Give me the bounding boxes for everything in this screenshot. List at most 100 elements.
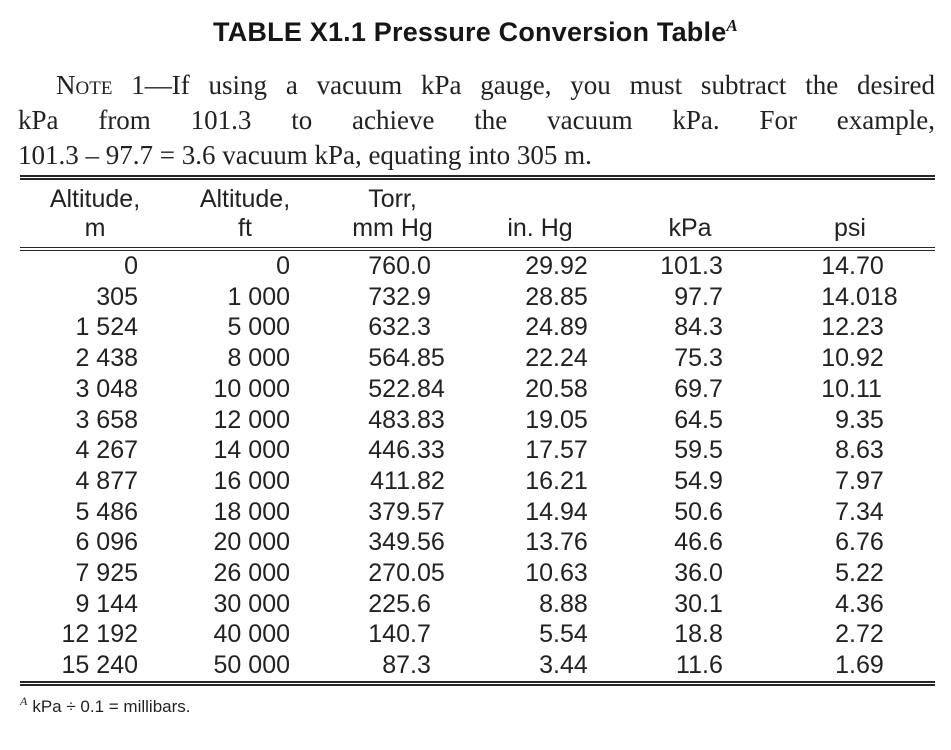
cell-integer-part: 4 <box>835 589 849 618</box>
footnote-text: kPa ÷ 0.1 = millibars. <box>32 696 191 716</box>
cell-integer-part: 13 <box>525 528 553 557</box>
cell-integer-part: 26 000 <box>213 559 290 588</box>
cell-fraction-part: .76 <box>553 528 588 557</box>
cell-kpa: 69.7 <box>615 374 765 405</box>
cell-integer-part: 10 <box>821 344 849 373</box>
cell-fraction-part: .5 <box>702 405 723 434</box>
cell-altitude-ft: 12 000 <box>170 405 320 436</box>
cell-integer-part: 15 240 <box>61 651 138 680</box>
table-row: 2 438 8 000 564.85 22.24 75.3 10.92 <box>20 343 935 374</box>
cell-integer-part: 2 438 <box>75 344 138 373</box>
cell-altitude-ft: 0 <box>170 249 320 282</box>
cell-integer-part: 760 <box>368 252 410 280</box>
cell-integer-part: 16 000 <box>213 466 290 495</box>
cell-torr: 225.6 <box>320 589 465 620</box>
cell-fraction-part: .23 <box>849 313 884 342</box>
cell-integer-part: 9 <box>835 405 849 434</box>
cell-torr: 140.7 <box>320 619 465 650</box>
cell-integer-part: 14 <box>821 282 849 311</box>
cell-fraction-part: .6 <box>410 589 431 618</box>
cell-in-hg: 29.92 <box>465 249 615 282</box>
cell-in-hg: 24.89 <box>465 312 615 343</box>
cell-fraction-part: .57 <box>410 497 445 526</box>
cell-integer-part: 1 524 <box>75 313 138 342</box>
header-line: kPa <box>668 214 712 242</box>
table-header-row: Altitude, m Altitude, ft Torr, mm Hg in.… <box>20 177 935 251</box>
cell-kpa: 84.3 <box>615 312 765 343</box>
cell-integer-part: 12 <box>821 313 849 342</box>
cell-altitude-ft: 16 000 <box>170 466 320 497</box>
table-row: 305 1 000 732.9 28.85 97.7 14.018 <box>20 282 935 313</box>
cell-fraction-part: .83 <box>410 405 445 434</box>
cell-fraction-part: .35 <box>849 405 884 434</box>
cell-integer-part: 6 096 <box>75 528 138 557</box>
cell-integer-part: 75 <box>674 344 702 373</box>
cell-fraction-part: .11 <box>849 374 882 403</box>
cell-integer-part: 9 144 <box>75 589 138 618</box>
cell-integer-part: 19 <box>525 405 553 434</box>
cell-integer-part: 50 000 <box>213 651 290 680</box>
cell-in-hg: 17.57 <box>465 435 615 466</box>
cell-fraction-part: .6 <box>702 497 723 526</box>
cell-fraction-part: .69 <box>849 651 884 680</box>
cell-integer-part: 54 <box>674 466 702 495</box>
cell-fraction-part: .3 <box>410 313 431 342</box>
cell-fraction-part: .7 <box>410 620 431 649</box>
cell-integer-part: 305 <box>96 282 138 311</box>
cell-integer-part: 0 <box>124 252 138 280</box>
cell-altitude-m: 9 144 <box>20 589 170 620</box>
cell-integer-part: 5 000 <box>227 313 290 342</box>
cell-torr: 760.0 <box>320 249 465 282</box>
cell-torr: 732.9 <box>320 282 465 313</box>
cell-integer-part: 7 925 <box>75 559 138 588</box>
table-title-text: TABLE X1.1 Pressure Conversion Table <box>213 17 727 47</box>
cell-integer-part: 12 000 <box>213 405 290 434</box>
cell-psi: 14.018 <box>765 282 935 313</box>
cell-altitude-m: 5 486 <box>20 497 170 528</box>
cell-integer-part: 483 <box>368 405 410 434</box>
cell-integer-part: 5 486 <box>75 497 138 526</box>
cell-altitude-m: 1 524 <box>20 312 170 343</box>
cell-fraction-part: .9 <box>410 282 431 311</box>
cell-fraction-part: .05 <box>553 405 588 434</box>
cell-in-hg: 28.85 <box>465 282 615 313</box>
table-row: 5 486 18 000 379.57 14.94 50.6 7.34 <box>20 497 935 528</box>
cell-in-hg: 16.21 <box>465 466 615 497</box>
cell-integer-part: 7 <box>835 466 849 495</box>
cell-in-hg: 20.58 <box>465 374 615 405</box>
cell-psi: 10.92 <box>765 343 935 374</box>
cell-integer-part: 40 000 <box>213 620 290 649</box>
cell-fraction-part: .8 <box>702 620 723 649</box>
cell-fraction-part: .44 <box>553 651 588 680</box>
cell-fraction-part: .33 <box>410 436 445 465</box>
cell-fraction-part: .3 <box>702 344 723 373</box>
cell-altitude-ft: 20 000 <box>170 527 320 558</box>
cell-fraction-part: .88 <box>553 589 588 618</box>
cell-altitude-m: 2 438 <box>20 343 170 374</box>
cell-altitude-ft: 26 000 <box>170 558 320 589</box>
table-row: 0 0 760.0 29.92 101.3 14.70 <box>20 249 935 282</box>
cell-altitude-m: 4 267 <box>20 435 170 466</box>
cell-integer-part: 1 <box>835 651 849 680</box>
cell-altitude-m: 4 877 <box>20 466 170 497</box>
cell-torr: 522.84 <box>320 374 465 405</box>
cell-integer-part: 6 <box>835 528 849 557</box>
cell-altitude-ft: 5 000 <box>170 312 320 343</box>
cell-fraction-part: .22 <box>849 559 884 588</box>
cell-psi: 6.76 <box>765 527 935 558</box>
note-line-1: Note 1—If using a vacuum kPa gauge, you … <box>18 68 935 103</box>
cell-altitude-m: 305 <box>20 282 170 313</box>
cell-in-hg: 19.05 <box>465 405 615 436</box>
cell-altitude-ft: 8 000 <box>170 343 320 374</box>
cell-torr: 564.85 <box>320 343 465 374</box>
cell-fraction-part: .84 <box>410 374 445 403</box>
table-row: 3 048 10 000 522.84 20.58 69.7 10.11 <box>20 374 935 405</box>
cell-fraction-part: .36 <box>849 589 884 618</box>
table-row: 9 144 30 000 225.6 8.88 30.1 4.36 <box>20 589 935 620</box>
cell-kpa: 46.6 <box>615 527 765 558</box>
cell-integer-part: 16 <box>525 466 553 495</box>
cell-fraction-part: .92 <box>553 252 588 280</box>
cell-fraction-part: .5 <box>702 436 723 465</box>
cell-fraction-part: .1 <box>702 589 723 618</box>
